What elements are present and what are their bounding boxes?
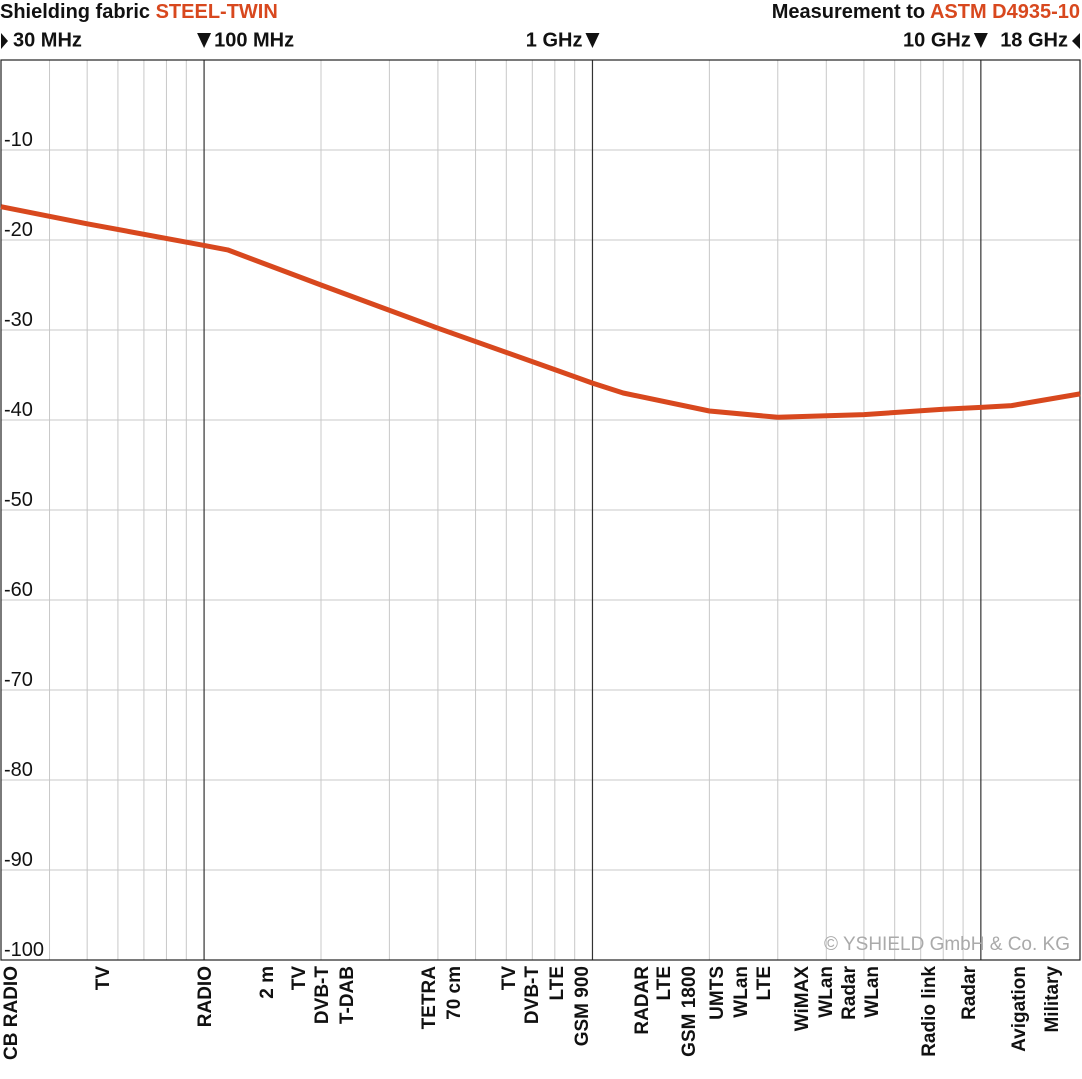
- y-tick-label: -30: [4, 309, 33, 331]
- header-right: Measurement to ASTM D4935-10: [772, 1, 1080, 23]
- band-label: 2 m: [257, 966, 278, 999]
- band-label: 70 cm: [444, 966, 465, 1020]
- band-label: Radar: [839, 965, 860, 1019]
- x-tick-label: 18 GHz: [1000, 29, 1068, 51]
- band-label: TETRA: [419, 966, 440, 1030]
- band-label: TV: [289, 966, 310, 991]
- plot-frame: [0, 59, 1081, 961]
- x-tick-label: 10 GHz: [903, 29, 971, 51]
- copyright: © YSHIELD GmbH & Co. KG: [824, 934, 1070, 955]
- band-label: Avigation: [1009, 966, 1030, 1052]
- y-tick-label: -50: [4, 489, 33, 511]
- band-label: Radio link: [919, 966, 940, 1057]
- band-label: T-DAB: [337, 966, 358, 1024]
- y-tick-label: -60: [4, 579, 33, 601]
- standard: ASTM D4935-10: [930, 1, 1080, 23]
- chart-title: Shielding fabric: [0, 1, 150, 23]
- band-label: WiMAX: [792, 966, 813, 1032]
- band-label: LTE: [754, 966, 775, 1000]
- y-tick-label: -20: [4, 219, 33, 241]
- product: STEEL-TWIN: [156, 1, 278, 23]
- band-label: RADIO: [195, 966, 216, 1027]
- band-label: TV: [93, 966, 114, 991]
- band-label: LTE: [547, 966, 568, 1000]
- band-label: TV: [499, 966, 520, 991]
- band-label: DVB-T: [312, 966, 333, 1024]
- band-label: Radar: [959, 965, 980, 1019]
- band-label: WLan: [862, 966, 883, 1018]
- band-label: UMTS: [707, 966, 728, 1020]
- tick-marker: [585, 33, 600, 48]
- band-label: WLan: [731, 966, 752, 1018]
- band-label: WLan: [816, 966, 837, 1018]
- x-tick-label: 100 MHz: [214, 29, 294, 51]
- standard-label: Measurement to: [772, 1, 925, 23]
- band-label: GSM 900: [572, 966, 593, 1046]
- band-label: GSM 1800: [679, 966, 700, 1057]
- tick-marker: [197, 33, 212, 48]
- x-tick-label: 30 MHz: [13, 29, 82, 51]
- header-left: Shielding fabric STEEL-TWIN: [0, 1, 278, 23]
- band-label: Military: [1042, 966, 1063, 1033]
- y-tick-label: -10: [4, 129, 33, 151]
- x-tick-label: 1 GHz: [526, 29, 583, 51]
- y-tick-label: -40: [4, 399, 33, 421]
- grid: [1, 60, 1080, 961]
- band-label: CB RADIO: [1, 966, 22, 1060]
- y-tick-label: -90: [4, 849, 33, 871]
- band-label: DVB-T: [522, 966, 543, 1024]
- y-tick-label: -80: [4, 759, 33, 781]
- tick-marker: [1072, 33, 1080, 49]
- tick-marker: [1, 33, 8, 49]
- tick-marker: [973, 33, 988, 48]
- band-label: LTE: [654, 966, 675, 1000]
- y-tick-label: -70: [4, 669, 33, 691]
- band-label: RADAR: [632, 966, 653, 1035]
- curve: [0, 204, 1081, 420]
- y-tick-label: -100: [4, 939, 44, 961]
